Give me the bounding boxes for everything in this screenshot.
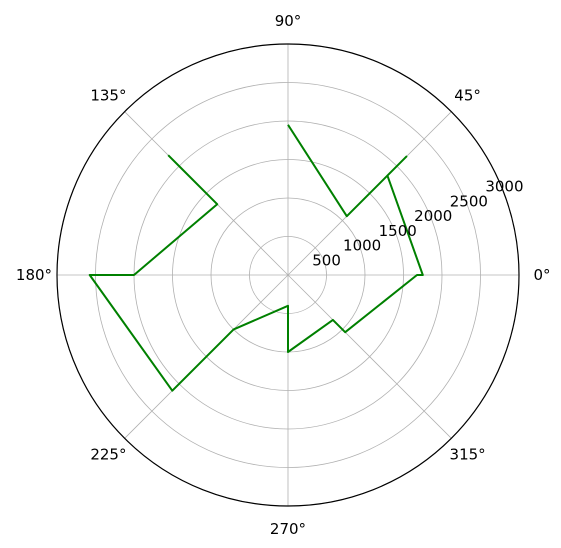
angular-gridline: [287, 274, 452, 439]
angular-tick-label: 0°: [533, 266, 550, 284]
radial-tick-label: 1000: [343, 237, 381, 255]
series-line: [88, 124, 424, 392]
radial-tick-label: 500: [312, 251, 341, 269]
radial-tick-label: 2000: [414, 207, 452, 225]
angular-tick-label: 45°: [454, 86, 481, 104]
angular-tick-label: 270°: [270, 520, 306, 538]
angular-tick-label: 90°: [275, 12, 302, 30]
radial-tick-label: 2500: [450, 192, 488, 210]
polar-frame: [56, 43, 520, 507]
angular-tick-label: 225°: [90, 446, 126, 464]
data-series-layer: [88, 124, 424, 392]
angular-tick-label: 180°: [16, 266, 52, 284]
radial-tick-label: 3000: [485, 178, 523, 196]
angular-tick-label: 315°: [450, 446, 486, 464]
radial-tick-label: 1500: [379, 222, 417, 240]
angular-tick-label: 135°: [90, 86, 126, 104]
